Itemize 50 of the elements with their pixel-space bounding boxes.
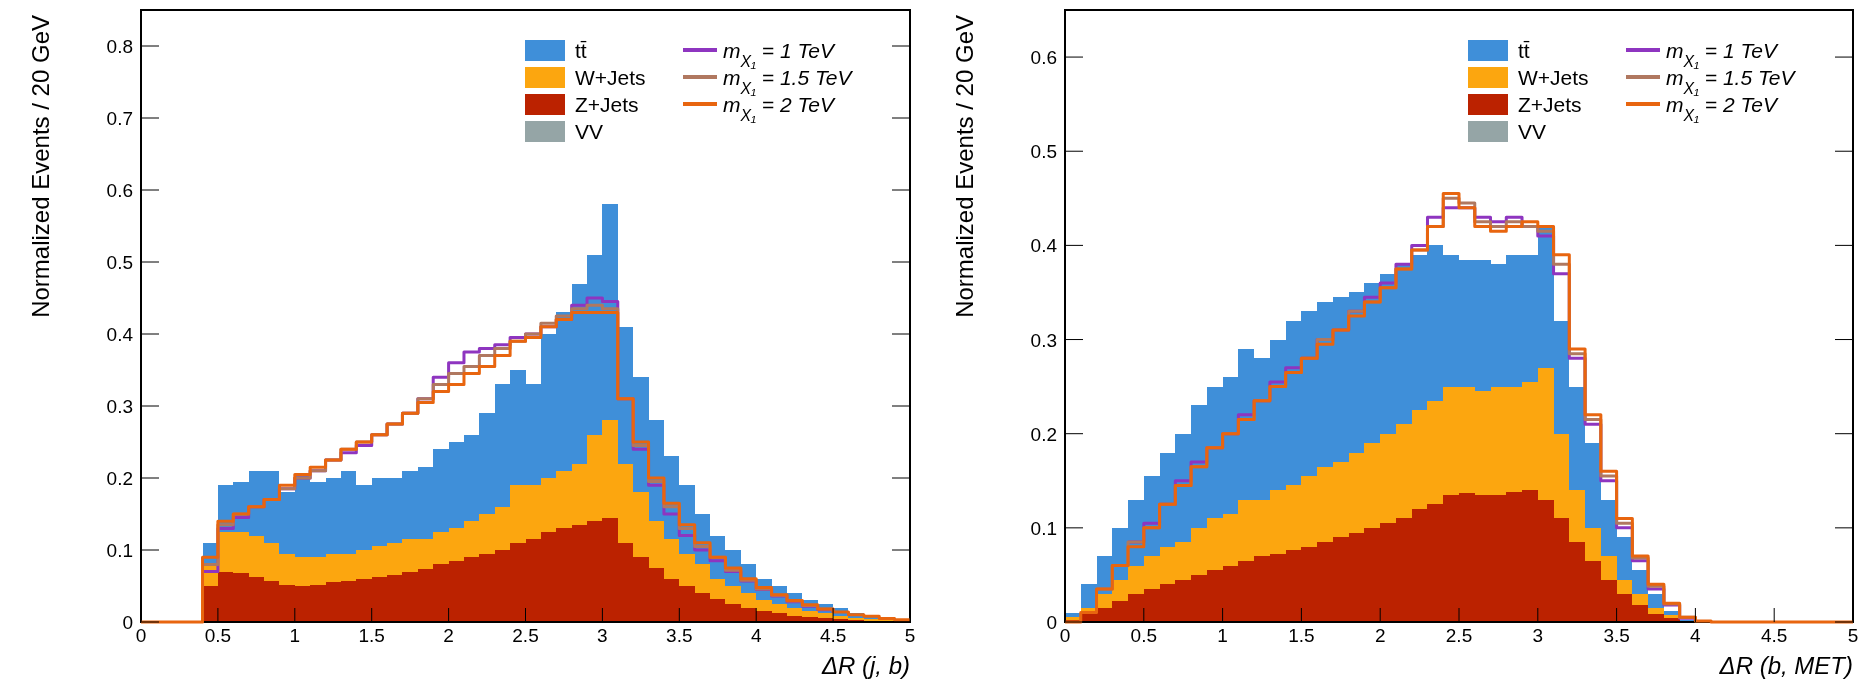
- y-tick-label: 0.2: [1030, 423, 1057, 445]
- y-tick-label: 0.8: [106, 36, 133, 57]
- x-axis-title: ΔR (b, MET): [1718, 652, 1853, 679]
- y-tick-label: 0.5: [106, 252, 133, 273]
- x-tick-label: 2.5: [512, 625, 539, 646]
- y-tick-label: 0.4: [1030, 235, 1058, 257]
- x-tick-label: 2: [443, 625, 454, 646]
- y-tick-label: 0.6: [106, 180, 133, 201]
- y-tick-label: 0.6: [1030, 47, 1057, 69]
- y-tick-label: 0.5: [1030, 141, 1057, 163]
- x-tick-label: 2: [1374, 625, 1386, 646]
- x-tick-label: 2.5: [1445, 625, 1473, 646]
- legend-label: W+Jets: [1518, 66, 1589, 89]
- x-tick-label: 3.5: [1603, 625, 1630, 646]
- legend-label: Z+Jets: [575, 93, 639, 116]
- legend-label: Z+Jets: [1518, 93, 1582, 116]
- y-tick-label: 0: [122, 612, 133, 633]
- y-tick-label: 0.7: [106, 108, 133, 129]
- x-tick-label: 0: [1059, 625, 1071, 646]
- y-axis-title: Normalized Events / 20 GeV: [951, 15, 978, 318]
- y-tick-label: 0.1: [1030, 517, 1057, 539]
- y-tick-label: 0.2: [106, 468, 133, 489]
- x-tick-label: 0.5: [204, 625, 232, 646]
- x-tick-label: 4: [1690, 625, 1702, 646]
- x-tick-label: 1: [289, 625, 301, 646]
- y-tick-label: 0.1: [106, 540, 133, 561]
- x-tick-label: 0.5: [1130, 625, 1158, 646]
- x-tick-label: 3.5: [666, 625, 693, 646]
- y-axis-title: Normalized Events / 20 GeV: [27, 15, 54, 318]
- x-tick-label: 5: [904, 625, 916, 646]
- x-tick-label: 3: [1532, 625, 1544, 646]
- legend-label: W+Jets: [575, 66, 646, 89]
- x-tick-label: 5: [1847, 625, 1859, 646]
- x-tick-label: 4.5: [1760, 625, 1788, 646]
- legend-label: VV: [1518, 120, 1547, 143]
- y-tick-label: 0.3: [106, 396, 133, 417]
- x-tick-label: 1.5: [1288, 625, 1315, 646]
- y-tick-label: 0.4: [106, 324, 134, 345]
- x-tick-label: 3: [597, 625, 608, 646]
- x-tick-label: 4: [750, 625, 762, 646]
- y-tick-label: 0: [1046, 612, 1057, 633]
- x-axis-title: ΔR (j, b): [820, 652, 910, 679]
- y-tick-label: 0.3: [1030, 329, 1057, 351]
- x-tick-label: 0: [135, 625, 147, 646]
- legend-label: VV: [575, 120, 604, 143]
- x-tick-label: 1: [1217, 625, 1228, 646]
- x-tick-label: 4.5: [819, 625, 847, 646]
- x-tick-label: 1.5: [358, 625, 385, 646]
- legend-label: tt̄: [1518, 39, 1530, 62]
- legend-label: tt̄: [575, 39, 587, 62]
